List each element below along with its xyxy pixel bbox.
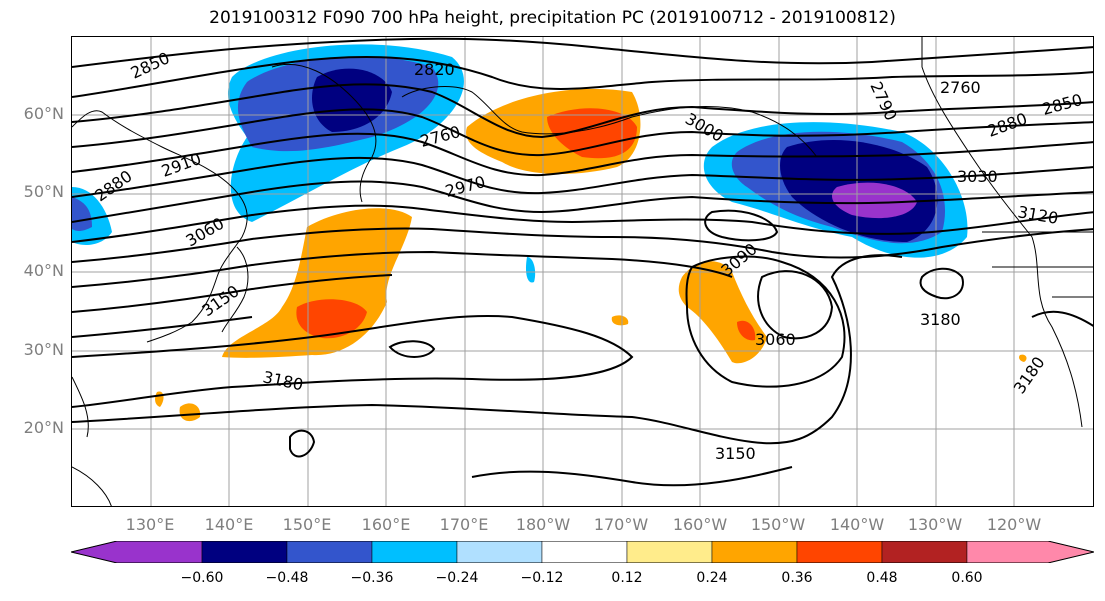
lon-label-160e: 160°E bbox=[361, 515, 411, 534]
map-panel: 2850 2820 2760 2910 2880 2970 3060 3150 … bbox=[71, 36, 1094, 507]
colorbar-segment-10 bbox=[966, 541, 1094, 563]
colorbar-segments bbox=[71, 541, 1094, 563]
colorbar-tick: −0.12 bbox=[520, 570, 564, 586]
contour-label: 3180 bbox=[920, 310, 961, 329]
colorbar-segment-0 bbox=[71, 541, 203, 563]
contour-label: 2910 bbox=[159, 149, 204, 181]
colorbar-segment-4 bbox=[456, 541, 543, 563]
colorbar-tick: −0.48 bbox=[265, 570, 309, 586]
colorbar-tick: 0.12 bbox=[611, 570, 643, 586]
lon-label-150w: 150°W bbox=[750, 515, 806, 534]
lon-label-120w: 120°W bbox=[986, 515, 1042, 534]
lon-label-180w: 180°W bbox=[515, 515, 571, 534]
contour-label: 2760 bbox=[940, 78, 981, 97]
colorbar-tick: 0.36 bbox=[781, 570, 813, 586]
precip-positive-west bbox=[155, 208, 629, 422]
colorbar-segment-5 bbox=[541, 541, 628, 563]
lon-label-150e: 150°E bbox=[282, 515, 332, 534]
colorbar-segment-9 bbox=[881, 541, 968, 563]
colorbar-tick: −0.60 bbox=[180, 570, 224, 586]
contour-label: 3180 bbox=[261, 367, 305, 394]
contour-label: 3150 bbox=[198, 281, 242, 320]
colorbar-segment-2 bbox=[286, 541, 373, 563]
colorbar-tick: −0.24 bbox=[435, 570, 479, 586]
colorbar-segment-8 bbox=[796, 541, 883, 563]
contour-label: 3030 bbox=[957, 167, 998, 186]
map-title: 2019100312 F090 700 hPa height, precipit… bbox=[209, 8, 896, 28]
contour-label: 3180 bbox=[1010, 353, 1049, 397]
colorbar-tick: 0.48 bbox=[866, 570, 898, 586]
map-canvas: 2850 2820 2760 2910 2880 2970 3060 3150 … bbox=[72, 37, 1093, 506]
lon-label-130e: 130°E bbox=[125, 515, 175, 534]
contour-label: 2850 bbox=[128, 48, 173, 82]
lat-label-20: 20°N bbox=[23, 418, 64, 437]
lon-label-170w: 170°W bbox=[593, 515, 649, 534]
coastlines bbox=[72, 37, 1093, 506]
height-contours bbox=[72, 37, 1093, 487]
lon-label-140w: 140°W bbox=[829, 515, 885, 534]
lat-label-30: 30°N bbox=[23, 340, 64, 359]
colorbar-tick: 0.60 bbox=[951, 570, 983, 586]
precip-positive-jet bbox=[466, 88, 641, 174]
colorbar-segment-1 bbox=[201, 541, 288, 563]
contour-label: 2790 bbox=[866, 79, 900, 124]
lon-label-140e: 140°E bbox=[204, 515, 254, 534]
contour-label: 2880 bbox=[91, 166, 135, 205]
colorbar bbox=[71, 541, 1094, 563]
lat-label-40: 40°N bbox=[23, 261, 64, 280]
colorbar-tick: −0.36 bbox=[350, 570, 394, 586]
contour-label: 3060 bbox=[755, 330, 796, 349]
precip-positive-central bbox=[678, 261, 1027, 364]
lat-label-60: 60°N bbox=[23, 104, 64, 123]
graticule bbox=[72, 37, 1093, 506]
colorbar-segment-7 bbox=[711, 541, 798, 563]
lon-label-160w: 160°W bbox=[672, 515, 728, 534]
colorbar-segment-3 bbox=[371, 541, 458, 563]
lon-label-130w: 130°W bbox=[907, 515, 963, 534]
contour-label: 2820 bbox=[414, 60, 455, 79]
lat-label-50: 50°N bbox=[23, 182, 64, 201]
contour-label: 3150 bbox=[715, 444, 756, 463]
contour-label: 3120 bbox=[1016, 202, 1059, 228]
colorbar-segment-6 bbox=[626, 541, 713, 563]
contour-label: 2880 bbox=[985, 109, 1030, 141]
colorbar-tick: 0.24 bbox=[696, 570, 728, 586]
lon-label-170e: 170°E bbox=[439, 515, 489, 534]
